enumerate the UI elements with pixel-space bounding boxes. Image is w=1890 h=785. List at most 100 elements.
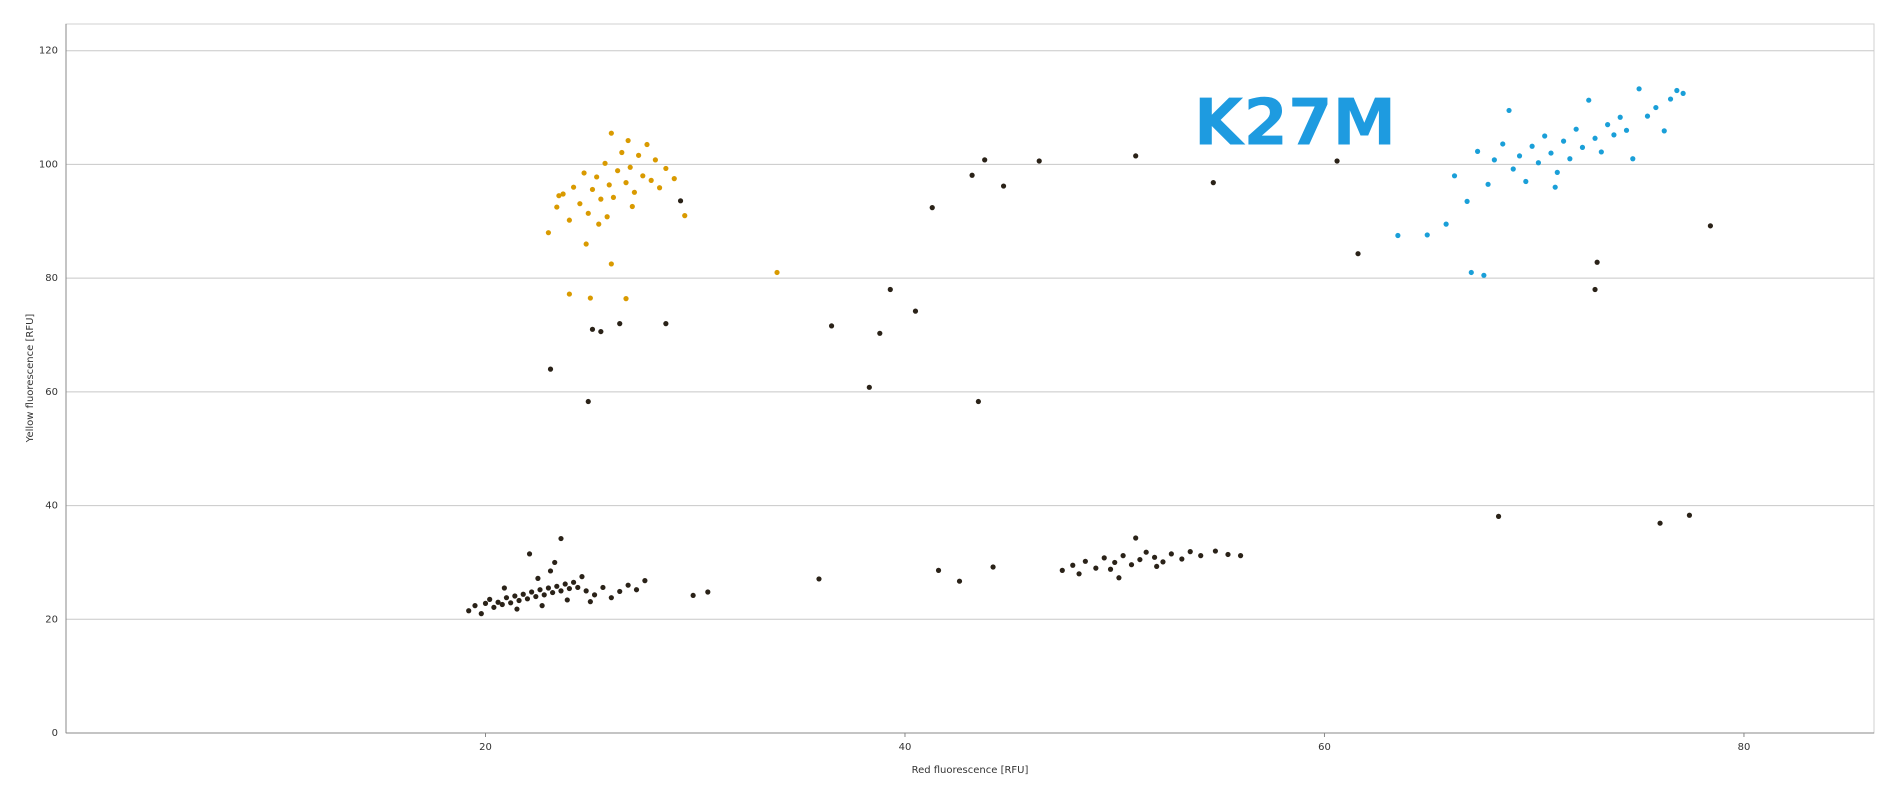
point bbox=[1120, 553, 1126, 559]
point bbox=[1516, 153, 1523, 159]
point bbox=[975, 398, 981, 405]
point bbox=[1548, 150, 1554, 156]
point bbox=[1179, 556, 1185, 562]
point bbox=[1133, 535, 1139, 541]
x-tick-label: 80 bbox=[1738, 742, 1751, 753]
point bbox=[1644, 113, 1651, 119]
point bbox=[1523, 178, 1529, 185]
point bbox=[526, 551, 533, 557]
point bbox=[541, 592, 547, 598]
point bbox=[501, 585, 507, 591]
point bbox=[642, 578, 648, 584]
point bbox=[1101, 555, 1107, 561]
point bbox=[1661, 128, 1667, 134]
point bbox=[581, 170, 587, 176]
point bbox=[585, 210, 591, 216]
point bbox=[1617, 114, 1623, 120]
point bbox=[545, 585, 552, 591]
point bbox=[575, 584, 581, 591]
point bbox=[1481, 272, 1487, 278]
point bbox=[1592, 135, 1598, 141]
point bbox=[482, 600, 489, 606]
point bbox=[652, 157, 658, 163]
point bbox=[1000, 183, 1007, 189]
point bbox=[610, 194, 617, 201]
point bbox=[1212, 548, 1219, 554]
point bbox=[705, 589, 711, 595]
point bbox=[466, 608, 472, 614]
point bbox=[617, 321, 623, 327]
y-tick-label: 120 bbox=[39, 46, 58, 57]
y-tick-label: 80 bbox=[45, 273, 58, 284]
point bbox=[1636, 86, 1642, 92]
point bbox=[1107, 566, 1114, 572]
point bbox=[656, 185, 663, 191]
plot-frame bbox=[65, 23, 1875, 734]
x-tick-label: 20 bbox=[479, 742, 492, 753]
point bbox=[564, 597, 570, 603]
point bbox=[529, 589, 535, 595]
point bbox=[1567, 156, 1573, 162]
point bbox=[602, 160, 608, 166]
point bbox=[682, 213, 688, 219]
point bbox=[596, 221, 602, 227]
point bbox=[552, 559, 558, 566]
point bbox=[608, 595, 614, 601]
point bbox=[828, 323, 835, 329]
point bbox=[1686, 512, 1693, 518]
point bbox=[1474, 148, 1481, 154]
point bbox=[663, 165, 669, 172]
point bbox=[579, 574, 585, 580]
point bbox=[887, 286, 893, 293]
point bbox=[512, 593, 518, 599]
point bbox=[1707, 223, 1713, 229]
point bbox=[1464, 198, 1470, 204]
point bbox=[1112, 559, 1118, 566]
point bbox=[539, 603, 545, 609]
point bbox=[1128, 562, 1135, 568]
point bbox=[508, 600, 514, 606]
point bbox=[1160, 559, 1166, 565]
point bbox=[640, 173, 646, 179]
point bbox=[1151, 554, 1158, 560]
point bbox=[1552, 184, 1558, 190]
point bbox=[533, 593, 539, 600]
y-tick-label: 40 bbox=[45, 501, 58, 512]
point bbox=[1036, 158, 1042, 164]
point bbox=[1237, 553, 1244, 559]
point bbox=[600, 584, 606, 591]
point bbox=[1082, 558, 1088, 564]
point bbox=[1657, 520, 1663, 526]
point bbox=[1560, 138, 1567, 144]
point bbox=[558, 588, 564, 594]
point bbox=[1542, 133, 1548, 139]
point bbox=[1168, 551, 1174, 557]
point bbox=[598, 196, 604, 202]
point bbox=[619, 149, 625, 156]
point bbox=[625, 137, 631, 144]
point bbox=[677, 198, 684, 204]
point bbox=[1395, 232, 1401, 239]
point bbox=[1594, 259, 1600, 265]
point bbox=[562, 581, 568, 587]
point bbox=[1187, 549, 1193, 555]
point bbox=[583, 588, 589, 594]
point bbox=[1579, 144, 1586, 150]
point bbox=[625, 582, 631, 588]
point bbox=[627, 164, 633, 170]
point bbox=[866, 384, 872, 390]
point bbox=[554, 583, 560, 589]
x-tick-label: 40 bbox=[899, 742, 912, 753]
point bbox=[589, 186, 596, 193]
point bbox=[1468, 269, 1474, 276]
point bbox=[1630, 156, 1636, 162]
point bbox=[583, 241, 589, 247]
point bbox=[877, 330, 883, 336]
point bbox=[1076, 571, 1082, 577]
point bbox=[982, 157, 988, 163]
point bbox=[495, 599, 501, 605]
point bbox=[990, 564, 996, 570]
point bbox=[631, 189, 638, 195]
